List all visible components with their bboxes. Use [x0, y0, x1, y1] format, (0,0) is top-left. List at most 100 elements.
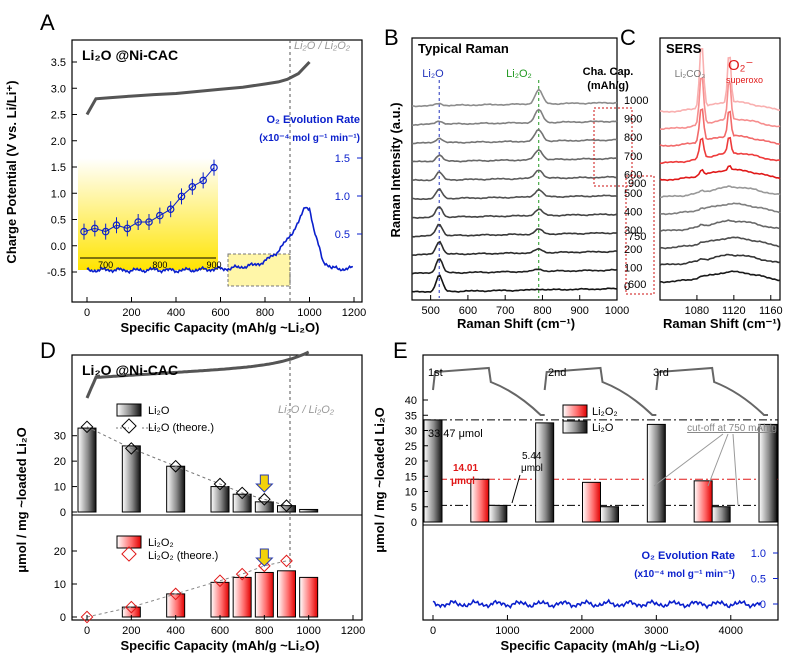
inset-point — [134, 218, 142, 226]
panel-a-phase-label: Li₂O / Li₂O₂ — [294, 40, 351, 52]
b-xtick-label: 700 — [496, 305, 514, 317]
panel-e: E 1st 2nd 3rd Li₂O₂ Li₂O 33.47 μmol 14.0… — [372, 338, 779, 653]
panel-b-highlight-box — [593, 107, 633, 187]
o2-rate-curve — [86, 206, 354, 275]
panel-d-ticks: 0 200 400 600 800 1000 1200 0 10 20 30 0 10 20 — [54, 431, 365, 637]
a-xtick-label: 1000 — [297, 307, 321, 319]
panel-b-title: Typical Raman — [418, 41, 509, 56]
panel-d-legend-li2o2-theo-marker — [121, 546, 137, 562]
panel-b-xlabel: Raman Shift (cm⁻¹) — [457, 316, 575, 331]
panel-c-spectra — [659, 48, 781, 284]
panel-e-o2-label: O₂ Evolution Rate — [641, 550, 735, 562]
spectrum-400 — [411, 206, 618, 220]
capacity-label-500: 500 — [624, 188, 642, 200]
d-xtick-label: 600 — [211, 625, 229, 637]
panel-a-o2-label: O₂ Evolution Rate — [266, 114, 360, 126]
li2o-bar-0 — [77, 427, 97, 513]
a-ytick-label: 0.0 — [51, 241, 66, 253]
e-ytick-label: 30 — [405, 426, 417, 438]
sers-spectrum-5 — [659, 185, 781, 199]
e-li2o-bar-1500 — [535, 422, 555, 523]
capacity-label-300: 300 — [624, 225, 642, 237]
capacity-label-200: 200 — [624, 244, 642, 256]
panel-e-cycle-1: 1st — [428, 367, 443, 379]
d-ytick-label-top: 30 — [54, 431, 66, 443]
panel-c-species-o2: O₂⁻ — [728, 57, 753, 74]
panel-d-letter: D — [40, 338, 56, 363]
panel-e-cutoff-arrows — [653, 433, 739, 506]
c-xtick-label: 1080 — [685, 305, 709, 317]
panel-e-legend-li2o2: Li₂O₂ — [592, 406, 618, 418]
a-ytick-label: 2.5 — [51, 110, 66, 122]
e-o2-curve — [432, 598, 762, 610]
panel-c-axes — [659, 37, 781, 301]
li2o-theo-marker — [213, 477, 227, 491]
spectrum-300 — [411, 223, 618, 238]
c-capacity-label: 600 — [628, 279, 646, 291]
panel-e-annot-arrow — [511, 474, 521, 504]
inset-point — [166, 205, 175, 214]
inset-point — [199, 176, 207, 185]
sers-spectrum-6 — [659, 164, 781, 182]
c-capacity-label: 900 — [628, 178, 646, 190]
b-xtick-label: 600 — [459, 305, 477, 317]
panel-e-ylabel: μmol / mg ~loaded Li₂O — [372, 407, 387, 553]
e-ytick-label: 20 — [405, 456, 417, 468]
a-xtick-label: 0 — [84, 307, 90, 319]
c-xtick-label: 1160 — [759, 305, 783, 317]
a-ytick-label: 0.5 — [51, 215, 66, 227]
e-xtick-label: 1000 — [495, 625, 519, 637]
panel-a-highlight — [227, 253, 291, 287]
panel-a-inset: 700 800 900 — [80, 159, 222, 270]
li2o2-bar-800 — [254, 571, 274, 618]
panel-c-letter: C — [620, 25, 636, 50]
e-ytick-label: 35 — [405, 410, 417, 422]
panel-d-legend-li2o2-theo: Li₂O₂ (theore.) — [148, 550, 218, 562]
panel-c-species-li2co3: Li₂CO₃ — [675, 69, 706, 80]
d-arrow-0 — [255, 474, 274, 493]
capacity-label-700: 700 — [624, 151, 642, 163]
panel-d-ylabel: μmol / mg ~loaded Li₂O — [14, 427, 29, 573]
panel-e-legend-li2o2-swatch — [562, 404, 588, 418]
panel-e-legend-li2o: Li₂O — [592, 422, 614, 434]
panel-e-axes — [422, 354, 779, 621]
e-ytick-label: 15 — [405, 471, 417, 483]
panel-b-ticks: 500 600 700 800 900 1000 — [421, 295, 629, 317]
sers-spectrum-7 — [659, 136, 781, 165]
inset-point — [145, 218, 153, 226]
a-xtick-label: 400 — [167, 307, 185, 319]
panel-d-legend-li2o: Li₂O — [148, 405, 170, 417]
e-cycle-curve-1 — [543, 366, 657, 416]
li2o-theo-marker — [257, 492, 271, 506]
inset-point — [91, 224, 99, 233]
panel-e-o2-unit: (x10⁻⁴ mol g⁻¹ min⁻¹) — [634, 569, 735, 580]
li2o2-theo-marker — [280, 554, 293, 568]
e-ytick-label: 40 — [405, 395, 417, 407]
sers-spectrum-8 — [659, 108, 781, 147]
panel-a-inset-bg — [78, 158, 218, 270]
spectrum-600 — [412, 169, 618, 182]
spectrum-100 — [411, 258, 618, 275]
panel-d-legend-li2o2-swatch — [116, 535, 142, 549]
e-cycle-curve-0 — [432, 366, 545, 416]
inset-xtick-label: 800 — [152, 260, 167, 270]
panel-d-xlabel: Specific Capacity (mAh/g ~Li₂O) — [120, 638, 319, 653]
e-li2o-bar-0 — [423, 419, 443, 523]
panel-d-axes — [71, 354, 363, 621]
a-xtick-label: 200 — [122, 307, 140, 319]
inset-xtick-label: 700 — [98, 260, 113, 270]
inset-point — [188, 183, 197, 191]
panel-e-ticks: 0 1000 2000 3000 4000 0 5 10 15 20 25 30 35 40 0 0.5 1.0 — [405, 395, 778, 637]
d-xtick-label: 400 — [166, 625, 184, 637]
d-ytick-label-top: 20 — [54, 456, 66, 468]
inset-point — [156, 211, 164, 220]
li2o2-bar-1000 — [299, 576, 319, 618]
spectrum-700 — [411, 148, 618, 163]
spectrum-500 — [411, 188, 618, 201]
panel-d-phase-label: Li₂O / Li₂O₂ — [278, 404, 335, 416]
e-xtick-label: 2000 — [570, 625, 594, 637]
a-y2tick-label: 1.0 — [335, 191, 350, 203]
